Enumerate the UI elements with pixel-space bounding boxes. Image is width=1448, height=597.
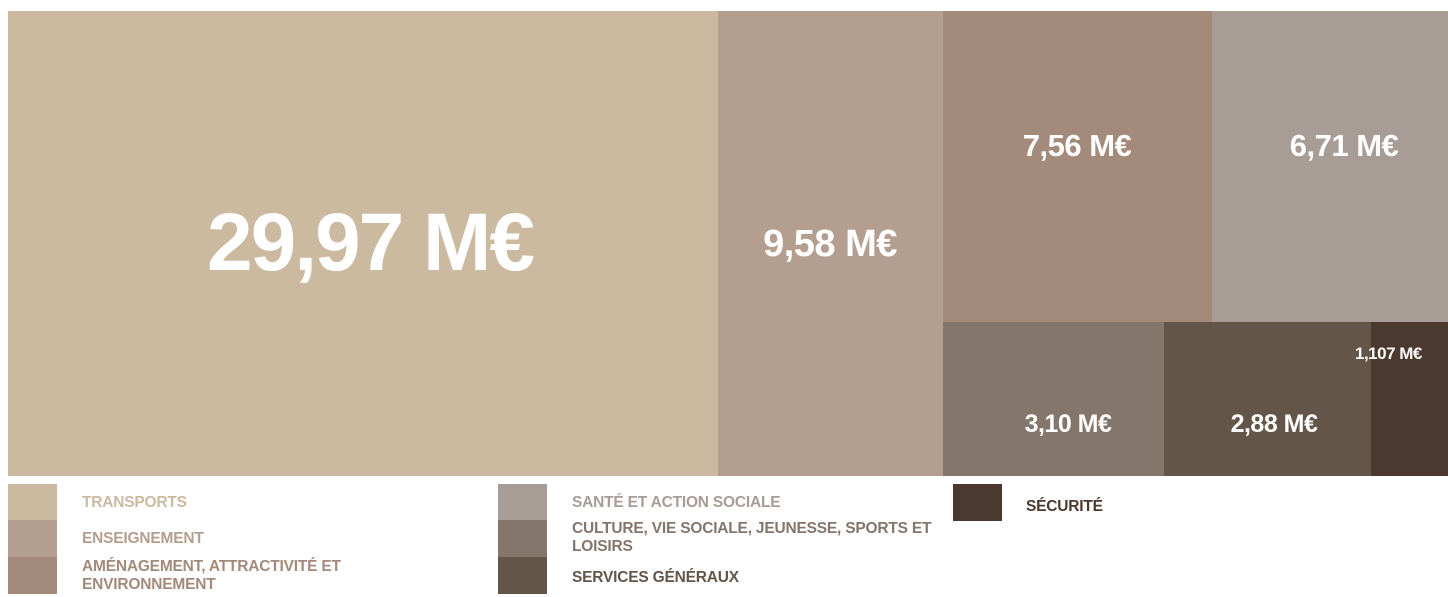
legend-label: SANTÉ ET ACTION SOCIALE [572, 494, 781, 511]
tile-value-label: 7,56 M€ [1022, 128, 1132, 163]
legend-label: ENSEIGNEMENT [82, 530, 204, 547]
treemap-tile [8, 11, 718, 476]
legend-label: AMÉNAGEMENT, ATTRACTIVITÉ ET ENVIRONNEME… [82, 558, 341, 593]
treemap-chart: 29,97 M€ 9,58 M€ 7,56 M€ 6,71 M€ 3,10 M€ 2,88… [8, 11, 1448, 476]
legend-swatch [8, 520, 57, 557]
treemap-tile [943, 11, 1212, 322]
legend-swatch [8, 484, 57, 520]
tile-value-label: 29,97 M€ [207, 197, 535, 288]
tile-value-label: 9,58 M€ [763, 223, 897, 265]
legend-label: SERVICES GÉNÉRAUX [572, 569, 739, 586]
tile-value-label: 1,107 M€ [1355, 344, 1422, 363]
tile-value-label: 6,71 M€ [1289, 128, 1399, 163]
tile-value-label: 2,88 M€ [1230, 410, 1318, 438]
legend-swatch [8, 557, 57, 594]
treemap-tile [943, 322, 1164, 476]
treemap-tile [718, 11, 943, 476]
legend-label: SÉCURITÉ [1026, 498, 1103, 515]
legend-label: CULTURE, VIE SOCIALE, JEUNESSE, SPORTS E… [572, 520, 932, 555]
legend-swatch [953, 484, 1002, 521]
tile-value-label: 3,10 M€ [1024, 410, 1112, 438]
legend-label: TRANSPORTS [82, 494, 187, 511]
legend-swatch [498, 484, 547, 520]
legend-swatch [498, 557, 547, 594]
treemap-tile [1164, 322, 1371, 476]
legend: TRANSPORTS ENSEIGNEMENT AMÉNAGEMENT, ATTRA… [8, 484, 1448, 597]
treemap-tile [1212, 11, 1448, 322]
legend-swatch [498, 520, 547, 557]
treemap-tile [1371, 322, 1448, 476]
